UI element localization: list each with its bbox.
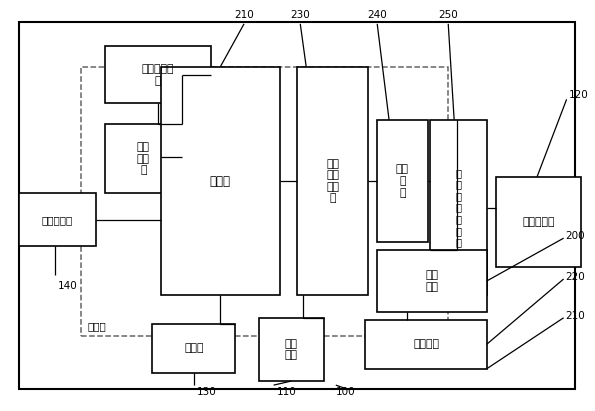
Text: 蓝牙
和头: 蓝牙 和头: [425, 270, 439, 292]
Bar: [377, 120, 428, 242]
Text: 太阳能发电
板: 太阳能发电 板: [142, 64, 174, 85]
Text: 140: 140: [58, 281, 77, 291]
Text: 聚合
物电
池: 聚合 物电 池: [137, 142, 150, 175]
Bar: [430, 120, 487, 296]
Text: 接听键: 接听键: [184, 343, 203, 353]
Text: 130: 130: [197, 387, 217, 397]
Bar: [259, 318, 324, 381]
Text: 骨传导振子: 骨传导振子: [522, 217, 555, 227]
Bar: [105, 46, 211, 104]
Text: 滤波
电
路: 滤波 电 路: [396, 164, 409, 198]
Text: 120: 120: [568, 90, 588, 100]
Text: 电路板: 电路板: [87, 321, 106, 331]
Text: 100: 100: [336, 387, 355, 397]
Bar: [496, 177, 581, 267]
Bar: [152, 324, 235, 373]
Text: 助听
和头: 助听 和头: [285, 339, 298, 360]
Bar: [82, 67, 448, 336]
Text: 蓝牙模块: 蓝牙模块: [413, 339, 439, 349]
Text: 200: 200: [565, 231, 585, 241]
Bar: [161, 67, 280, 296]
Text: 骨
传
导
驱
动
芯
片: 骨 传 导 驱 动 芯 片: [456, 168, 462, 247]
Text: 音频
放大
器电
路: 音频 放大 器电 路: [326, 159, 339, 203]
Text: 210: 210: [565, 311, 585, 321]
Text: 250: 250: [439, 10, 458, 20]
Bar: [377, 250, 487, 312]
Text: 110: 110: [277, 387, 296, 397]
Bar: [298, 67, 368, 296]
Bar: [365, 320, 487, 369]
Text: 处理器: 处理器: [210, 175, 231, 187]
Text: 210: 210: [234, 10, 254, 20]
Text: 音量调节键: 音量调节键: [42, 215, 73, 225]
Text: 220: 220: [565, 272, 585, 282]
Text: 230: 230: [290, 10, 310, 20]
Bar: [19, 193, 96, 246]
Text: 240: 240: [367, 10, 387, 20]
Bar: [105, 124, 182, 193]
